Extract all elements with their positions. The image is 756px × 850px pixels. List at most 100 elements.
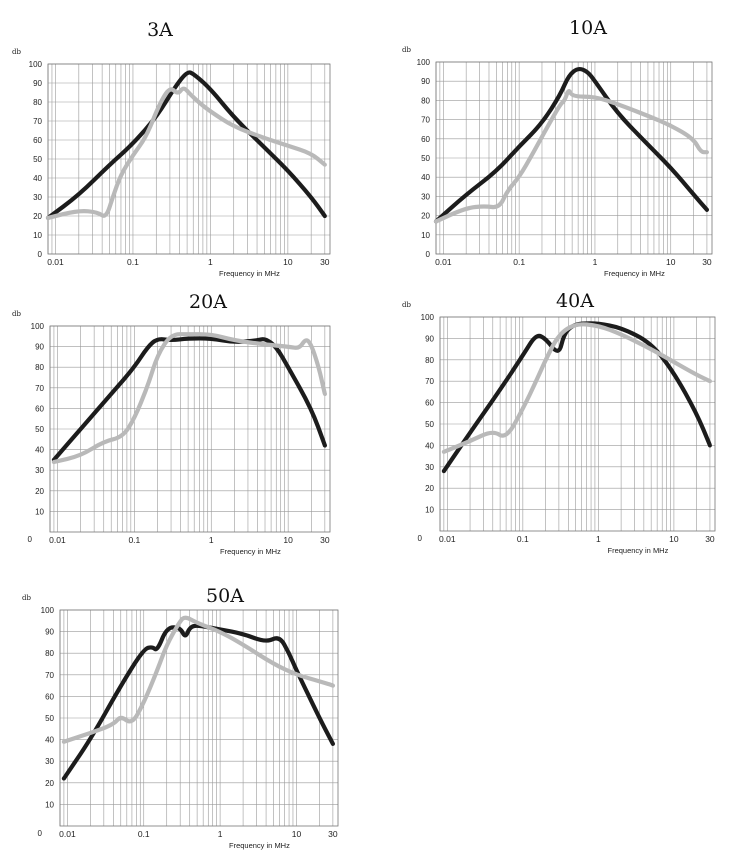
y-tick-label: 50 bbox=[33, 155, 42, 164]
y-axis-label: db bbox=[402, 46, 411, 54]
chart-20a: 20A db 10 20 30 40 50 60 70 80 90 100 0 0.01 0.1 1 10 30 F… bbox=[10, 284, 340, 564]
chart-svg: 50A db 10 20 30 40 50 60 70 80 90 100 0 0.01 0.1 1 10 30 F… bbox=[22, 585, 339, 850]
plot-frame bbox=[439, 316, 716, 532]
plot-frame bbox=[49, 325, 331, 533]
chart-50a: 50A db 10 20 30 40 50 60 70 80 90 100 0 0.01 0.1 1 10 30 F… bbox=[20, 578, 350, 850]
x-axis-label: Frequency in MHz bbox=[604, 269, 665, 278]
y-tick-label: 10 bbox=[35, 507, 44, 516]
origin-label: 0 bbox=[28, 535, 33, 544]
x-tick-label: 30 bbox=[320, 257, 330, 267]
x-axis-label: Frequency in MHz bbox=[229, 841, 290, 850]
x-axis-label: Frequency in MHz bbox=[220, 547, 281, 556]
y-tick-label: 10 bbox=[421, 231, 430, 240]
series-gray-line bbox=[45, 86, 327, 220]
x-tick-label: 0.1 bbox=[517, 534, 529, 544]
plot-frame bbox=[59, 609, 339, 827]
y-tick-label: 20 bbox=[45, 779, 54, 788]
x-tick-label: 0.01 bbox=[49, 535, 66, 545]
chart-title: 3A bbox=[147, 19, 173, 41]
y-axis-label: db bbox=[12, 48, 21, 56]
series-black-line bbox=[51, 336, 327, 462]
origin-label: 0 bbox=[38, 829, 43, 838]
x-tick-label: 30 bbox=[702, 257, 712, 267]
series-black-line bbox=[433, 66, 710, 224]
series-gray-line bbox=[433, 89, 709, 224]
y-tick-label: 30 bbox=[35, 466, 44, 475]
y-tick-label: 30 bbox=[33, 193, 42, 202]
y-tick-label: 0 bbox=[38, 250, 43, 259]
x-tick-label: 1 bbox=[218, 829, 223, 839]
y-tick-label: 20 bbox=[33, 212, 42, 221]
y-tick-label: 90 bbox=[33, 79, 42, 88]
x-tick-label: 30 bbox=[328, 829, 338, 839]
y-tick-label: 40 bbox=[425, 441, 434, 450]
y-axis-label: db bbox=[12, 310, 21, 318]
x-tick-label: 10 bbox=[666, 257, 676, 267]
x-tick-label: 30 bbox=[705, 534, 715, 544]
y-tick-label: 60 bbox=[425, 399, 434, 408]
y-tick-label: 90 bbox=[421, 77, 430, 86]
y-tick-label: 80 bbox=[45, 649, 54, 658]
y-axis-label: db bbox=[402, 301, 411, 309]
y-tick-label: 50 bbox=[35, 425, 44, 434]
chart-10a: 10A db 0 10 20 30 40 50 60 70 80 90 100 0.01 0.1 1 10 30 F… bbox=[400, 6, 730, 286]
y-tick-label: 10 bbox=[45, 800, 54, 809]
x-tick-label: 0.01 bbox=[435, 257, 452, 267]
x-tick-label: 10 bbox=[283, 535, 293, 545]
y-tick-label: 10 bbox=[425, 506, 434, 515]
series-black-line bbox=[61, 623, 336, 781]
chart-40a: 40A db 10 20 30 40 50 60 70 80 90 100 0 0.01 0.1 1 10 30 F… bbox=[400, 283, 730, 563]
y-tick-label: 40 bbox=[33, 174, 42, 183]
x-tick-label: 1 bbox=[209, 535, 214, 545]
x-tick-label: 30 bbox=[320, 535, 330, 545]
chart-title: 50A bbox=[206, 585, 244, 607]
y-axis-label: db bbox=[22, 594, 31, 602]
grid bbox=[439, 316, 715, 531]
y-tick-label: 50 bbox=[421, 154, 430, 163]
y-tick-label: 80 bbox=[33, 98, 42, 107]
y-tick-label: 70 bbox=[45, 671, 54, 680]
series-gray-line bbox=[51, 332, 327, 465]
x-tick-label: 0.01 bbox=[47, 257, 64, 267]
y-tick-label: 60 bbox=[35, 404, 44, 413]
x-tick-label: 1 bbox=[593, 257, 598, 267]
chart-title: 40A bbox=[556, 290, 594, 312]
origin-label: 0 bbox=[418, 534, 423, 543]
x-tick-label: 0.01 bbox=[439, 534, 456, 544]
y-tick-label: 100 bbox=[29, 60, 43, 69]
y-tick-label: 90 bbox=[425, 334, 434, 343]
y-tick-label: 90 bbox=[45, 628, 54, 637]
y-tick-label: 0 bbox=[426, 250, 431, 259]
x-tick-label: 1 bbox=[596, 534, 601, 544]
chart-svg: 10A db 0 10 20 30 40 50 60 70 80 90 100 0.01 0.1 1 10 30 F… bbox=[402, 17, 713, 278]
y-tick-label: 40 bbox=[35, 446, 44, 455]
y-tick-label: 100 bbox=[421, 313, 435, 322]
y-tick-label: 70 bbox=[33, 117, 42, 126]
y-tick-label: 60 bbox=[421, 135, 430, 144]
y-tick-label: 100 bbox=[41, 606, 55, 615]
x-axis-label: Frequency in MHz bbox=[219, 269, 280, 278]
chart-svg: 20A db 10 20 30 40 50 60 70 80 90 100 0 0.01 0.1 1 10 30 F… bbox=[12, 291, 331, 556]
x-tick-label: 0.1 bbox=[127, 257, 139, 267]
y-tick-label: 20 bbox=[35, 487, 44, 496]
y-tick-label: 20 bbox=[421, 212, 430, 221]
grid bbox=[435, 61, 712, 255]
y-tick-label: 70 bbox=[35, 384, 44, 393]
y-tick-label: 50 bbox=[425, 420, 434, 429]
grid bbox=[47, 63, 330, 255]
plot-frame bbox=[47, 63, 331, 255]
x-axis-label: Frequency in MHz bbox=[608, 546, 669, 555]
y-tick-label: 30 bbox=[45, 757, 54, 766]
y-tick-label: 70 bbox=[425, 377, 434, 386]
y-tick-label: 40 bbox=[45, 736, 54, 745]
chart-3a: 3A db 0 10 20 30 40 50 60 70 80 90 100 0.01 0.1 1 10 30 Fr… bbox=[10, 8, 340, 288]
y-tick-label: 70 bbox=[421, 116, 430, 125]
y-tick-label: 60 bbox=[33, 136, 42, 145]
x-tick-label: 0.01 bbox=[59, 829, 76, 839]
x-tick-label: 0.1 bbox=[128, 535, 140, 545]
series-gray-line bbox=[441, 322, 713, 454]
y-tick-label: 30 bbox=[425, 463, 434, 472]
chart-svg: 3A db 0 10 20 30 40 50 60 70 80 90 100 0.01 0.1 1 10 30 Fr… bbox=[12, 19, 331, 278]
chart-svg: 40A db 10 20 30 40 50 60 70 80 90 100 0 0.01 0.1 1 10 30 F… bbox=[402, 290, 716, 555]
x-tick-label: 1 bbox=[208, 257, 213, 267]
